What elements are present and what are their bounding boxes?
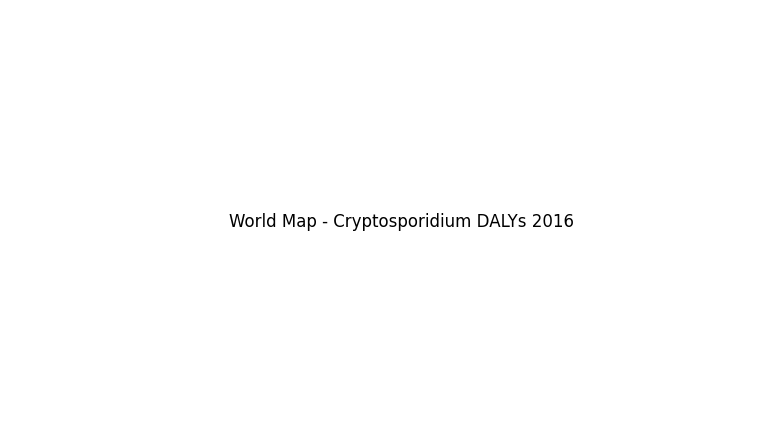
Text: World Map - Cryptosporidium DALYs 2016: World Map - Cryptosporidium DALYs 2016 xyxy=(229,212,575,230)
